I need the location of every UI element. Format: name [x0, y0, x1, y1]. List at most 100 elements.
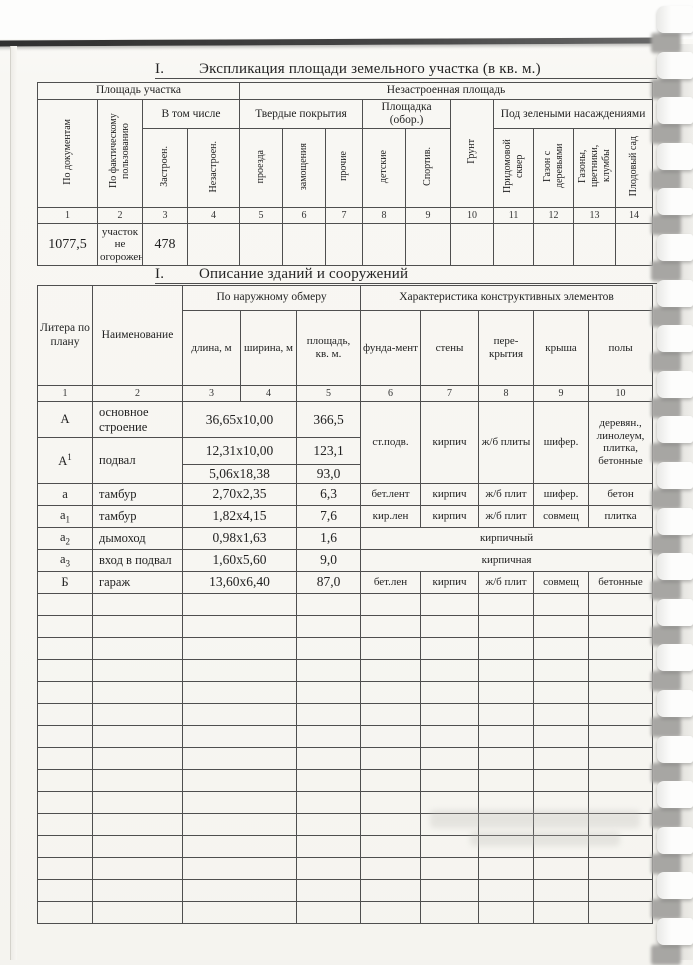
- header-area: площадь, кв. м.: [295, 310, 362, 386]
- empty-cell: [533, 636, 590, 660]
- binding-tooth: [657, 872, 693, 900]
- empty-cell: [182, 658, 297, 682]
- foundation-cell: кир.лен: [360, 504, 422, 528]
- binding-gap: [651, 78, 681, 99]
- empty-cell: [478, 900, 535, 924]
- empty-cell: [295, 834, 362, 858]
- dimensions-cell: 5,06x18,38: [182, 464, 297, 484]
- empty-cell: [295, 702, 362, 726]
- binding-gap: [651, 717, 681, 737]
- value-by-documents: 1077,5: [37, 223, 98, 267]
- binding-gap: [651, 124, 681, 145]
- empty-cell: [92, 746, 183, 770]
- binding-tooth: [657, 826, 693, 854]
- roof-cell: шифер.: [533, 482, 590, 506]
- area-cell: 7,6: [295, 504, 362, 528]
- table2-empty-rows: [37, 592, 654, 924]
- empty-cell: [295, 900, 362, 924]
- empty-cell: [92, 768, 183, 792]
- empty-cell: [478, 834, 535, 858]
- section-title-text: Экспликация площади земельного участка (…: [199, 61, 541, 77]
- empty-cell: [182, 592, 297, 616]
- empty-cell: [360, 768, 422, 792]
- empty-cell: [239, 223, 284, 267]
- header-green-plantings: Под зелеными насаждениями: [493, 98, 654, 130]
- empty-cell: [92, 900, 183, 924]
- empty-cell: [295, 768, 362, 792]
- table-row: а1 тамбур 1,82x4,15 7,6 кир.лен кирпич ж…: [37, 504, 654, 528]
- empty-cell: [420, 768, 480, 792]
- foundation-cell: бет.лен: [360, 570, 422, 594]
- empty-cell: [92, 702, 183, 726]
- binding-tooth: [657, 6, 693, 33]
- empty-cell: [37, 658, 93, 682]
- binding-tooth: [657, 598, 693, 626]
- floors-cell: деревян., линолеум, плитка, бетонные: [588, 401, 654, 484]
- empty-cell: [37, 856, 93, 880]
- value-built: 478: [142, 223, 188, 267]
- header-floors: полы: [588, 310, 654, 386]
- empty-cell: [420, 878, 480, 902]
- binding-gap: [651, 853, 681, 874]
- binding-tooth: [657, 188, 693, 216]
- empty-cell: [182, 790, 297, 814]
- empty-row: [37, 592, 654, 616]
- empty-cell: [92, 856, 183, 880]
- table-row: а тамбур 2,70x2,35 6,3 бет.лент кирпич ж…: [37, 482, 654, 506]
- empty-cell: [533, 592, 590, 616]
- empty-cell: [182, 614, 297, 638]
- empty-cell: [588, 790, 654, 814]
- area-cell: 87,0: [295, 570, 362, 594]
- empty-cell: [360, 702, 422, 726]
- empty-cell: [533, 614, 590, 638]
- empty-cell: [360, 636, 422, 660]
- empty-cell: [450, 223, 495, 267]
- empty-cell: [295, 790, 362, 814]
- empty-cell: [588, 856, 654, 880]
- empty-cell: [360, 856, 422, 880]
- empty-cell: [92, 658, 183, 682]
- binding-gap: [651, 352, 681, 373]
- empty-cell: [493, 223, 535, 267]
- binding-gap: [651, 945, 681, 965]
- binding-gap: [651, 397, 681, 418]
- binding-tooth: [657, 690, 693, 717]
- empty-cell: [478, 812, 535, 836]
- binding-tooth: [657, 97, 693, 125]
- header-sports: Спортив.: [405, 128, 452, 209]
- empty-cell: [182, 702, 297, 726]
- empty-cell: [420, 790, 480, 814]
- empty-cell: [420, 636, 480, 660]
- empty-cell: [420, 856, 480, 880]
- foundation-cell: ст.подв.: [360, 401, 422, 484]
- empty-cell: [182, 834, 297, 858]
- empty-cell: [295, 878, 362, 902]
- empty-cell: [478, 680, 535, 704]
- empty-cell: [360, 834, 422, 858]
- empty-row: [37, 724, 654, 748]
- buildings-table: Литера по плану Наименование По наружном…: [37, 285, 654, 924]
- area-cell: 123,1: [295, 437, 362, 465]
- binding-tooth: [657, 644, 693, 672]
- empty-cell: [325, 223, 364, 267]
- empty-cell: [37, 834, 93, 858]
- litera-cell: А: [37, 401, 93, 438]
- binding-tooth: [657, 142, 693, 170]
- binding-gap: [651, 671, 681, 692]
- roof-cell: совмещ: [533, 570, 590, 594]
- dimensions-cell: 12,31x10,00: [182, 437, 297, 465]
- empty-cell: [182, 636, 297, 660]
- dimensions-cell: 1,60x5,60: [182, 548, 297, 572]
- empty-cell: [360, 658, 422, 682]
- empty-cell: [588, 812, 654, 836]
- empty-cell: [533, 856, 590, 880]
- empty-cell: [182, 812, 297, 836]
- binding-gap: [651, 33, 681, 53]
- binding-gap: [651, 899, 681, 920]
- land-area-table: Площадь участка Незастроенная площадь По…: [36, 82, 654, 267]
- empty-cell: [92, 636, 183, 660]
- empty-cell: [182, 680, 297, 704]
- binding-gap: [651, 534, 681, 555]
- ceilings-cell: ж/б плит: [478, 482, 535, 506]
- table-row: а2 дымоход 0,98x1,63 1,6 кирпичный: [37, 526, 654, 550]
